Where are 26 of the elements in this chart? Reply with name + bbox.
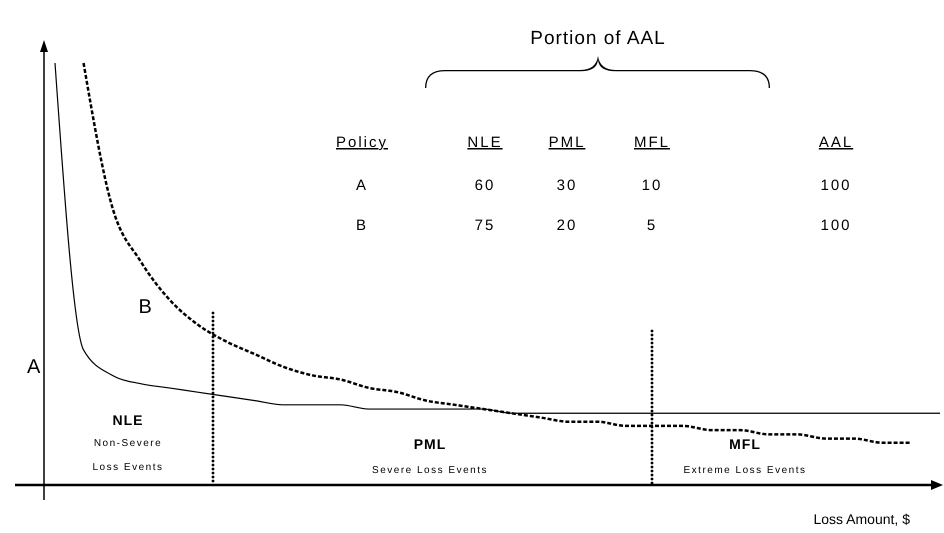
text: Portion of AAL: [530, 28, 666, 49]
annotation: 100: [820, 217, 852, 234]
annotation: 10: [642, 177, 662, 194]
annotation: 100: [820, 177, 852, 194]
annotation: AAL: [818, 134, 854, 151]
text: A: [27, 356, 41, 378]
annotation: B: [356, 217, 368, 234]
annotation: Policy: [336, 134, 388, 151]
annotation: 75: [474, 217, 496, 234]
annotation: Severe Loss Events: [372, 465, 488, 476]
annotation: Loss Events: [92, 462, 164, 473]
x-axis-title: Loss Amount, $: [813, 511, 910, 527]
annotation: MFL: [729, 436, 761, 452]
annotation: PML: [548, 134, 586, 151]
annotation: PML: [414, 436, 446, 452]
annotation: Extreme Loss Events: [684, 465, 806, 476]
annotation: 60: [474, 177, 496, 194]
annotation: 5: [646, 217, 658, 234]
annotation: MFL: [634, 134, 670, 151]
annotation: 20: [556, 217, 578, 234]
series-label: B: [138, 296, 152, 318]
annotation: NLE: [467, 134, 503, 151]
annotation: NLE: [112, 412, 144, 428]
annotation: Non-Severe: [94, 438, 162, 449]
annotation: 30: [556, 177, 578, 194]
annotation: A: [356, 177, 368, 194]
